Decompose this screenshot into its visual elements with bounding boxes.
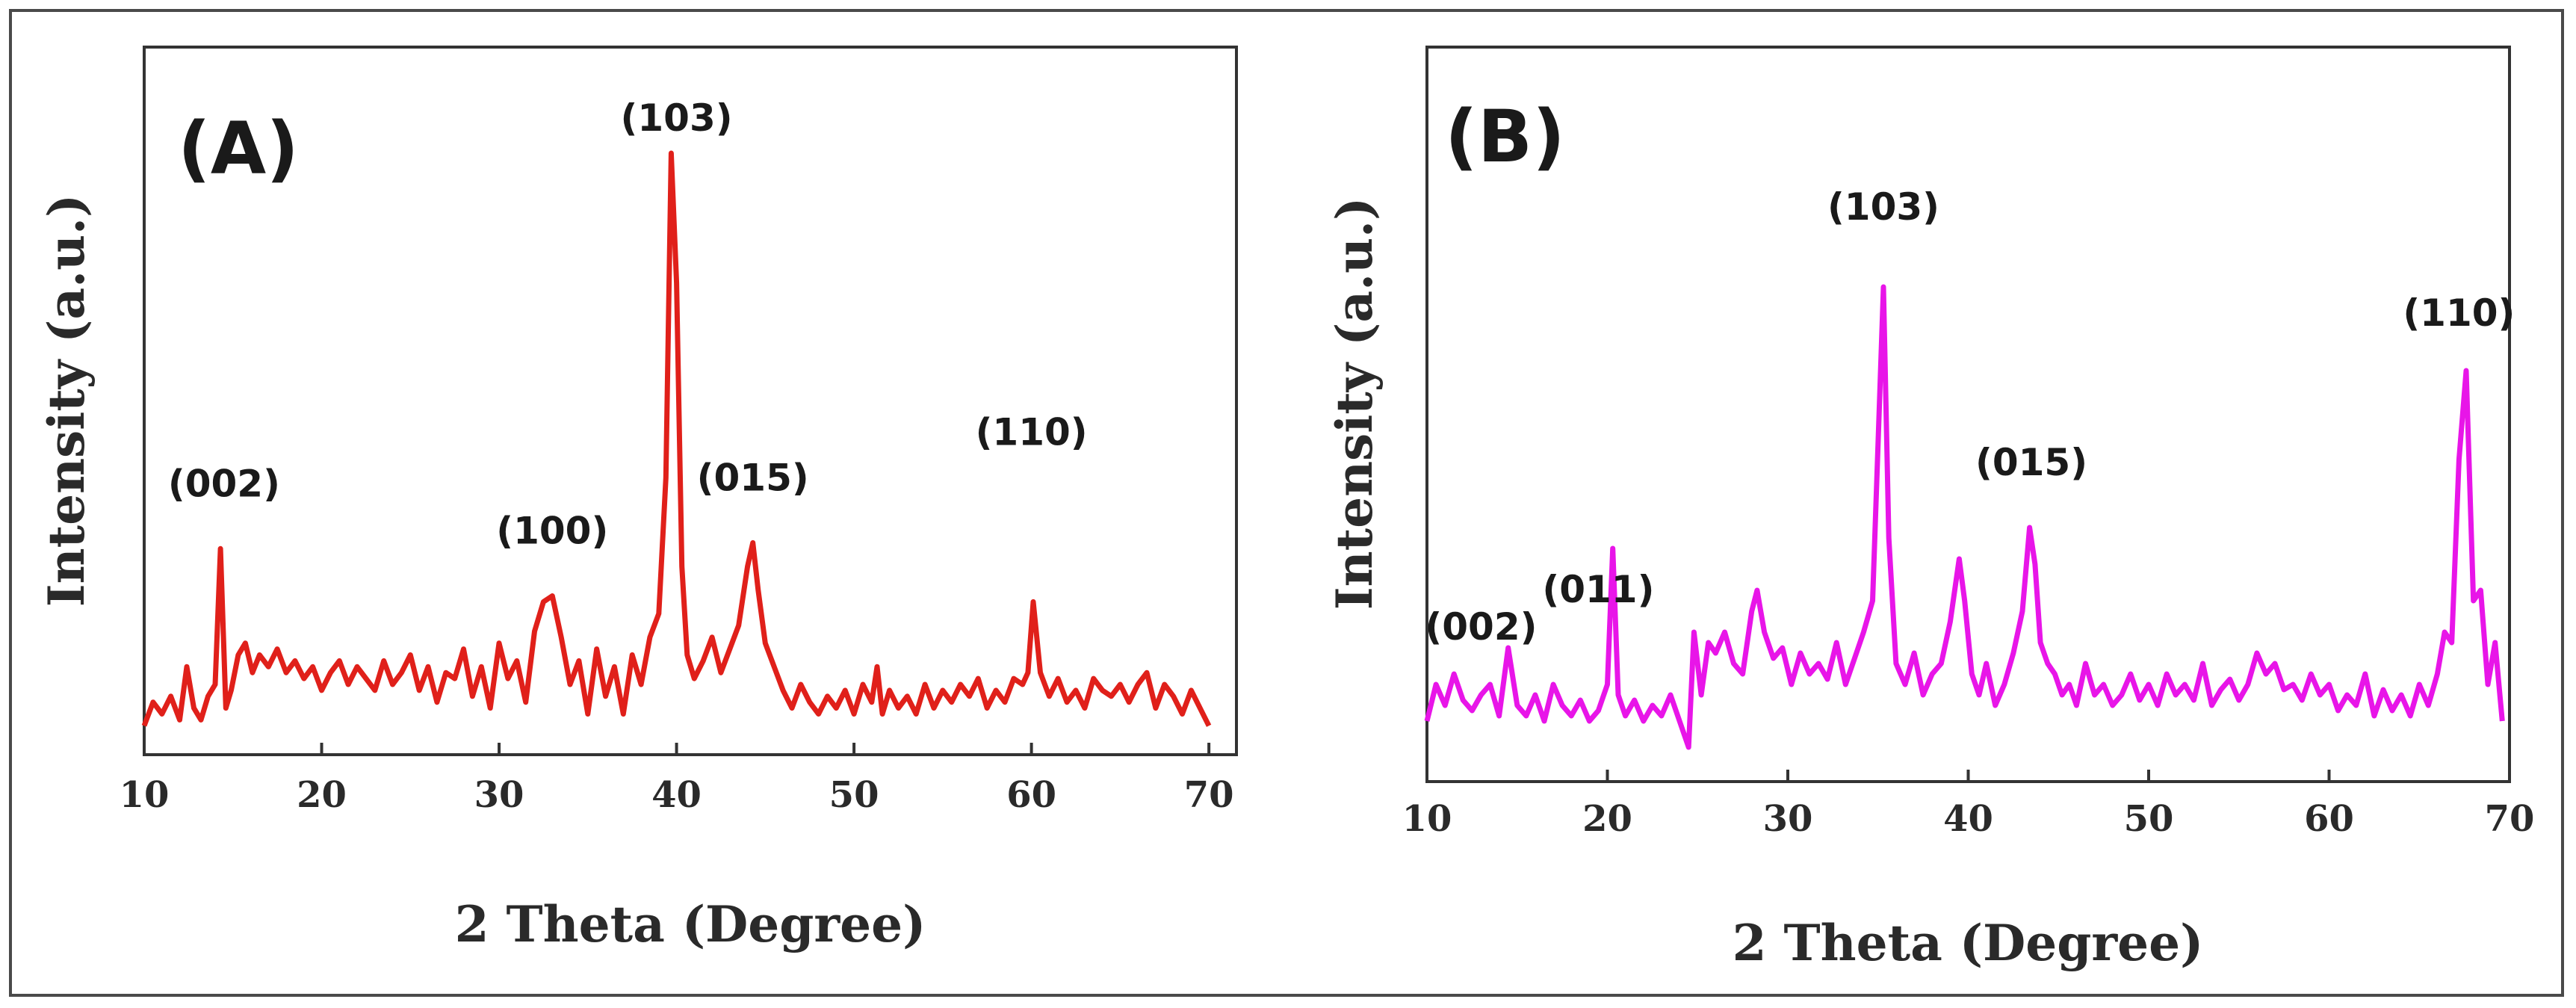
x-tick-label: 20 xyxy=(1582,798,1632,840)
x-tick-label: 70 xyxy=(2485,798,2535,840)
peak-label: (011) xyxy=(1542,568,1654,611)
plot-area-frame xyxy=(143,46,1238,756)
peak-label: (100) xyxy=(496,510,608,553)
x-tick-label: 60 xyxy=(2304,798,2354,840)
x-tick-label: 40 xyxy=(651,774,702,816)
series-line xyxy=(141,150,1212,727)
x-tick-label: 20 xyxy=(297,774,347,816)
peak-label: (110) xyxy=(976,410,1088,454)
y-axis-label: Intensity (a.u.) xyxy=(37,194,96,607)
series-line xyxy=(1424,284,2505,750)
panel-label: (A) xyxy=(178,107,299,191)
x-tick-label: 40 xyxy=(1943,798,1993,840)
x-tick-label: 50 xyxy=(829,774,879,816)
panel-label: (B) xyxy=(1445,95,1565,179)
x-tick-label: 50 xyxy=(2124,798,2174,840)
peak-label: (110) xyxy=(2403,291,2515,335)
x-axis-label: 2 Theta (Degree) xyxy=(1733,914,2204,972)
peak-label: (002) xyxy=(168,462,280,505)
chart-panel-a: (A) 2 Theta (Degree) Intensity (a.u.) 10… xyxy=(37,46,1238,953)
peak-label: (015) xyxy=(1975,441,2087,484)
peak-label: (002) xyxy=(1425,605,1537,649)
y-axis-label: Intensity (a.u.) xyxy=(1325,197,1384,610)
x-tick-label: 30 xyxy=(474,774,524,816)
x-axis-label: 2 Theta (Degree) xyxy=(455,895,926,953)
peak-label: (103) xyxy=(621,96,733,140)
peak-label: (103) xyxy=(1827,185,1939,229)
plot-area-frame xyxy=(1425,46,2511,783)
x-tick-label: 30 xyxy=(1763,798,1813,840)
peak-label: (015) xyxy=(697,456,809,499)
chart-panel-b: (B) 2 Theta (Degree) Intensity (a.u.) 10… xyxy=(1325,46,2535,972)
x-tick-label: 10 xyxy=(1402,798,1452,840)
x-tick-label: 10 xyxy=(120,774,170,816)
x-tick-label: 70 xyxy=(1184,774,1234,816)
x-tick-label: 60 xyxy=(1006,774,1056,816)
figure-frame xyxy=(9,9,2564,997)
